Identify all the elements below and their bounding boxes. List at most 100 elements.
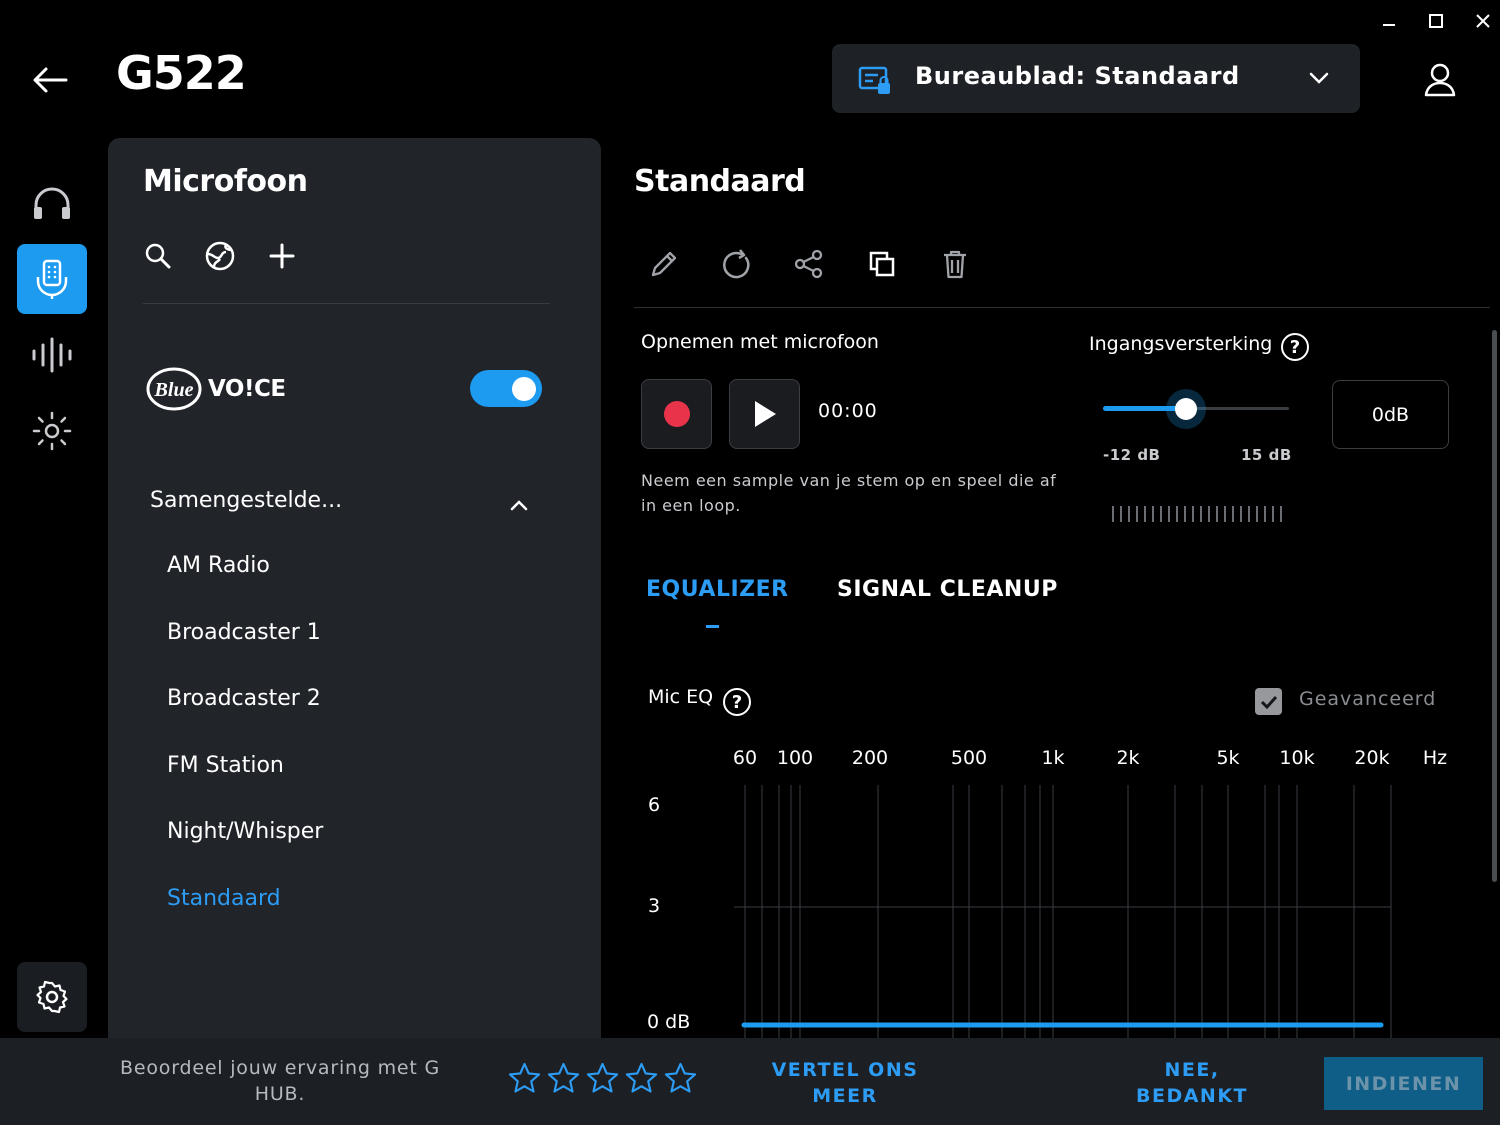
maximize-button[interactable] [1423, 8, 1449, 34]
back-arrow-icon[interactable] [30, 60, 70, 100]
meter-tick [1184, 506, 1186, 522]
meter-tick [1128, 506, 1130, 522]
gain-slider-handle[interactable] [1166, 389, 1206, 429]
preset-item[interactable]: Broadcaster 1 [167, 620, 321, 645]
input-level-meter [1112, 506, 1282, 522]
record-description: Neem een sample van je stem op en speel … [641, 468, 1061, 518]
star-icon[interactable] [586, 1062, 619, 1095]
rating-stars[interactable] [508, 1062, 697, 1095]
minimize-button[interactable] [1376, 8, 1402, 34]
freq-label: 60 [733, 747, 757, 769]
freq-label: 10k [1279, 747, 1314, 769]
preset-title: Standaard [634, 164, 805, 199]
star-icon[interactable] [664, 1062, 697, 1095]
star-icon[interactable] [508, 1062, 541, 1095]
tab-signal-cleanup[interactable]: SIGNAL CLEANUP [837, 577, 1058, 602]
record-timer: 00:00 [818, 400, 878, 422]
desktop-profile-icon [858, 66, 892, 96]
headphones-icon[interactable] [17, 168, 87, 238]
meter-tick [1248, 506, 1250, 522]
meter-tick [1176, 506, 1178, 522]
play-button[interactable] [729, 379, 800, 449]
meter-tick [1152, 506, 1154, 522]
tell-more-link[interactable]: VERTEL ONS MEER [770, 1057, 920, 1109]
preset-group-header[interactable]: Samengestelde... [150, 488, 342, 513]
blue-voice-toggle[interactable] [470, 370, 542, 407]
equalizer-icon[interactable] [17, 320, 87, 390]
add-icon[interactable] [264, 238, 300, 274]
duplicate-icon[interactable] [862, 244, 902, 284]
divider [143, 303, 550, 304]
help-icon[interactable]: ? [1281, 333, 1309, 361]
meter-tick [1256, 506, 1258, 522]
meter-tick [1208, 506, 1210, 522]
db-label: 3 [648, 895, 660, 917]
meter-tick [1264, 506, 1266, 522]
tab-equalizer[interactable]: EQUALIZER [646, 577, 789, 602]
db-label: 6 [648, 794, 660, 816]
voice-label: VO!CE [208, 376, 286, 402]
star-icon[interactable] [547, 1062, 580, 1095]
share-icon[interactable] [789, 244, 829, 284]
blue-logo-text: Blue [154, 379, 194, 401]
no-thanks-link[interactable]: NEE, BEDANKT [1128, 1057, 1256, 1109]
community-globe-icon[interactable] [202, 238, 238, 274]
active-tab-indicator [706, 625, 719, 628]
gain-min-label: -12 dB [1103, 446, 1161, 464]
preset-item[interactable]: FM Station [167, 753, 284, 778]
lighting-icon[interactable] [17, 396, 87, 466]
gain-max-label: 15 dB [1241, 446, 1292, 464]
preset-item[interactable]: AM Radio [167, 553, 270, 578]
record-dot-icon [663, 400, 691, 428]
preset-item[interactable]: Night/Whisper [167, 819, 323, 844]
freq-label: 500 [951, 747, 987, 769]
chevron-up-icon[interactable] [508, 494, 530, 516]
reset-icon[interactable] [716, 244, 756, 284]
settings-gear-icon[interactable] [17, 962, 87, 1032]
scrollbar[interactable] [1492, 330, 1497, 882]
eq-graph[interactable]: 60 100 200 500 1k 2k 5k 10k 20k Hz 6 3 0… [634, 740, 1464, 1038]
chevron-down-icon [1308, 70, 1330, 86]
meter-tick [1160, 506, 1162, 522]
freq-label: 20k [1354, 747, 1389, 769]
gain-label: Ingangsversterking [1089, 333, 1272, 355]
meter-tick [1144, 506, 1146, 522]
gain-value-field[interactable]: 0dB [1332, 380, 1449, 449]
mic-eq-title: Mic EQ [648, 686, 713, 708]
play-icon [752, 399, 778, 429]
blue-voice-logo: Blue VO!CE [146, 366, 296, 412]
star-icon[interactable] [625, 1062, 658, 1095]
db-label: 0 dB [647, 1011, 690, 1033]
rating-prompt: Beoordeel jouw ervaring met G HUB. [110, 1055, 450, 1107]
profile-dropdown[interactable]: Bureaublad: Standaard [832, 44, 1360, 113]
device-title: G522 [116, 46, 246, 100]
search-icon[interactable] [140, 238, 176, 274]
freq-label: 200 [852, 747, 888, 769]
profile-name: Bureaublad: Standaard [915, 62, 1240, 90]
freq-label: 1k [1041, 747, 1064, 769]
advanced-checkbox[interactable] [1255, 688, 1282, 715]
meter-tick [1224, 506, 1226, 522]
record-button[interactable] [641, 379, 712, 449]
advanced-label: Geavanceerd [1299, 688, 1436, 710]
microphone-icon[interactable] [17, 244, 87, 314]
preset-item[interactable]: Broadcaster 2 [167, 686, 321, 711]
close-button[interactable] [1470, 8, 1496, 34]
eq-help-icon[interactable]: ? [723, 688, 751, 716]
preset-item-active[interactable]: Standaard [167, 886, 281, 911]
edit-pencil-icon[interactable] [644, 244, 684, 284]
record-label: Opnemen met microfoon [641, 331, 879, 353]
meter-tick [1200, 506, 1202, 522]
freq-unit: Hz [1423, 747, 1447, 769]
meter-tick [1168, 506, 1170, 522]
freq-label: 5k [1216, 747, 1239, 769]
delete-trash-icon[interactable] [935, 244, 975, 284]
freq-label: 2k [1116, 747, 1139, 769]
toolbar-divider [634, 307, 1490, 308]
user-account-icon[interactable] [1422, 62, 1458, 98]
submit-button[interactable]: INDIENEN [1324, 1057, 1483, 1110]
meter-tick [1232, 506, 1234, 522]
meter-tick [1272, 506, 1274, 522]
meter-tick [1192, 506, 1194, 522]
meter-tick [1136, 506, 1138, 522]
